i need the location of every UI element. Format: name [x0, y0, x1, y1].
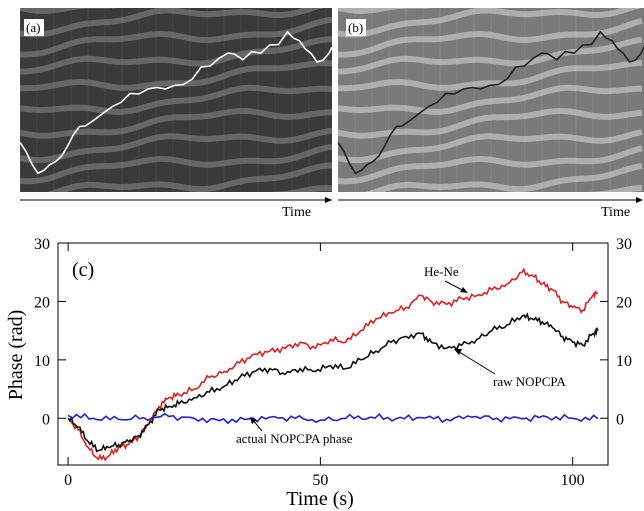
- annotation-actual-nopcpa: actual NOPCPA phase: [236, 431, 353, 446]
- panel-a-time-label: Time: [282, 205, 311, 220]
- y-tick-label: 30: [34, 236, 50, 253]
- series-line-actual-nopcpa-phase: [67, 412, 599, 425]
- panel-a-arrowhead: [325, 197, 332, 203]
- series-group: [67, 267, 599, 462]
- panel-b-time-label: Time: [601, 205, 630, 220]
- panel-b-label-box: [346, 19, 366, 36]
- fringe-band: [20, 59, 332, 92]
- panel-b-arrowhead: [636, 197, 643, 203]
- y-tick-label-right: 20: [616, 294, 632, 311]
- fringe-band: [338, 108, 643, 139]
- fringe-band: [20, 8, 324, 38]
- fringe-band: [20, 108, 332, 139]
- fringe-band: [338, 84, 642, 115]
- y-tick-label-right: 10: [616, 353, 632, 370]
- x-tick-label: 50: [312, 472, 328, 489]
- fringe-band: [338, 129, 643, 164]
- fringe-band: [20, 143, 332, 185]
- plot-frame: [57, 242, 609, 466]
- y-tick-label-right: 0: [616, 411, 624, 428]
- fringe-band: [20, 16, 332, 58]
- fringe-band: [20, 84, 332, 115]
- panel-a-label-box: [24, 19, 44, 36]
- fringe-band: [338, 36, 643, 75]
- fringe-band: [47, 162, 332, 192]
- y-tick-label-right: 30: [616, 236, 632, 253]
- panel-a: (a) Time: [20, 8, 332, 220]
- fringe-band: [338, 18, 643, 58]
- fringe-band: [20, 36, 332, 75]
- annotation-raw-nopcpa-arrow: [455, 349, 496, 375]
- panel-b-fringes: [338, 8, 643, 192]
- fringe-band: [20, 127, 332, 164]
- panel-c-label: (c): [72, 259, 94, 281]
- y-tick-label: 0: [42, 411, 50, 428]
- panel-b-trace: [338, 30, 644, 175]
- fringe-band: [338, 145, 643, 185]
- axis-ticks: 0 50 100 0 0 10 10 20 20 30 30: [34, 236, 632, 489]
- y-tick-label: 20: [34, 294, 50, 311]
- y-axis-title: Phase (rad): [5, 310, 27, 401]
- annotation-he-ne: He-Ne: [424, 264, 459, 279]
- panel-b: (b) Time: [338, 8, 644, 220]
- panel-a-trace: [20, 30, 332, 175]
- annotation-raw-nopcpa: raw NOPCPA: [493, 374, 566, 389]
- fringe-band: [338, 8, 642, 38]
- annotation-he-ne-arrowhead: [460, 287, 468, 293]
- x-tick-label: 0: [64, 472, 72, 489]
- panel-c-chart: 0 50 100 0 0 10 10 20 20 30 30 (c) Time (s) Phase …: [5, 236, 632, 510]
- x-axis-title: Time (s): [286, 488, 354, 510]
- panel-b-label: (b): [348, 20, 363, 35]
- annotation-actual-nopcpa-arrowhead: [250, 417, 257, 424]
- fringe-band: [365, 162, 643, 192]
- panel-a-label: (a): [26, 20, 40, 35]
- series-line-raw-nopcpa: [67, 312, 599, 453]
- annotation-raw-nopcpa-arrowhead: [454, 349, 462, 355]
- y-tick-label: 10: [34, 353, 50, 370]
- fringe-band: [581, 185, 643, 192]
- fringe-band: [338, 60, 643, 92]
- x-tick-label: 100: [561, 472, 585, 489]
- panel-a-fringes: [20, 8, 332, 192]
